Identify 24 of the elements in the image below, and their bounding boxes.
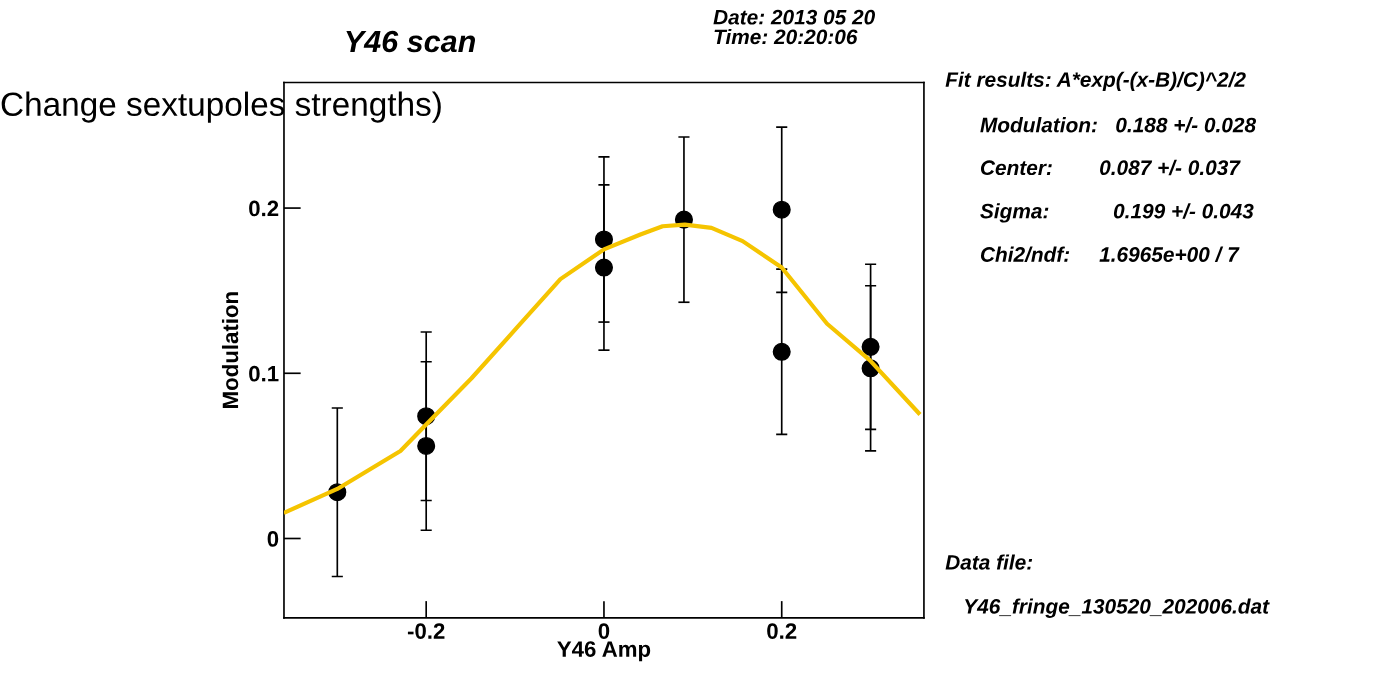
text: Chi2/ndf: 1.6965e+00 / 7 — [980, 246, 1240, 263]
y-tick-label: 0.1 — [249, 365, 279, 382]
point — [772, 342, 791, 361]
y-tick-label: 0 — [267, 531, 279, 547]
y-axis-title: Modulation — [221, 292, 239, 408]
point — [861, 337, 880, 356]
chart-title: Y46 scan — [346, 30, 476, 53]
text: Center: 0.087 +/- 0.037 — [980, 159, 1241, 176]
x-tick-label: 0.2 — [767, 623, 797, 639]
point — [417, 436, 436, 456]
point — [594, 258, 613, 277]
y-tick-label: 0.2 — [249, 200, 279, 217]
text: Modulation: 0.188 +/- 0.028 — [980, 117, 1257, 133]
text: Data file: — [945, 554, 1033, 570]
point — [772, 200, 791, 219]
x-tick-label: -0.2 — [407, 623, 445, 639]
point — [594, 230, 613, 249]
text: Fit results: A*exp(-(x-B)/C)^2/2 — [945, 71, 1246, 92]
text: Sigma: 0.199 +/- 0.043 — [980, 203, 1254, 223]
text: Time: 20:20:06 — [714, 28, 858, 45]
x-axis-title: Y46 Amp — [557, 641, 651, 662]
text: Y46_fringe_130520_202006.dat — [965, 598, 1270, 618]
x-tick-label: 0 — [598, 623, 610, 639]
text: Date: 2013 05 20 — [713, 9, 876, 25]
